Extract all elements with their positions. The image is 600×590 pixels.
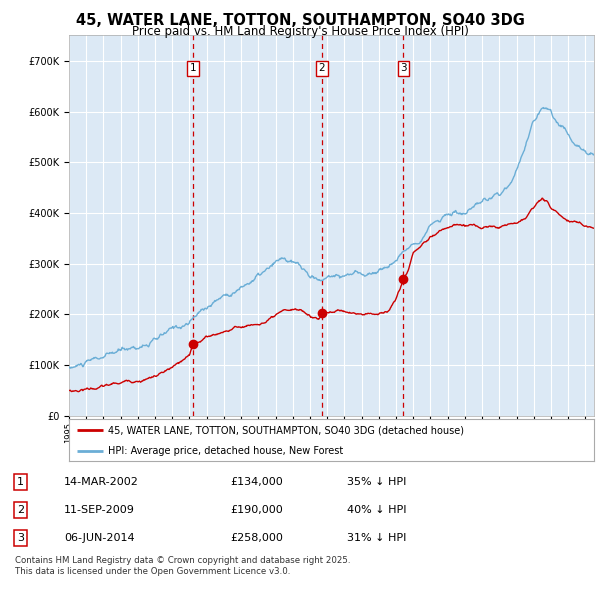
Text: 3: 3 (400, 63, 407, 73)
Text: 2: 2 (319, 63, 325, 73)
Text: £190,000: £190,000 (230, 505, 283, 514)
Text: HPI: Average price, detached house, New Forest: HPI: Average price, detached house, New … (109, 446, 344, 455)
Text: 31% ↓ HPI: 31% ↓ HPI (347, 533, 406, 543)
Text: 1: 1 (190, 63, 196, 73)
Text: £258,000: £258,000 (230, 533, 283, 543)
Text: 14-MAR-2002: 14-MAR-2002 (64, 477, 139, 487)
Text: Contains HM Land Registry data © Crown copyright and database right 2025.
This d: Contains HM Land Registry data © Crown c… (15, 556, 350, 576)
Text: Price paid vs. HM Land Registry's House Price Index (HPI): Price paid vs. HM Land Registry's House … (131, 25, 469, 38)
Text: 1: 1 (17, 477, 24, 487)
Text: 3: 3 (17, 533, 24, 543)
Text: 45, WATER LANE, TOTTON, SOUTHAMPTON, SO40 3DG: 45, WATER LANE, TOTTON, SOUTHAMPTON, SO4… (76, 13, 524, 28)
Text: 2: 2 (17, 505, 24, 514)
Text: £134,000: £134,000 (230, 477, 283, 487)
Text: 35% ↓ HPI: 35% ↓ HPI (347, 477, 406, 487)
Text: 45, WATER LANE, TOTTON, SOUTHAMPTON, SO40 3DG (detached house): 45, WATER LANE, TOTTON, SOUTHAMPTON, SO4… (109, 425, 464, 435)
Text: 06-JUN-2014: 06-JUN-2014 (64, 533, 135, 543)
Text: 40% ↓ HPI: 40% ↓ HPI (347, 505, 406, 514)
Text: 11-SEP-2009: 11-SEP-2009 (64, 505, 135, 514)
